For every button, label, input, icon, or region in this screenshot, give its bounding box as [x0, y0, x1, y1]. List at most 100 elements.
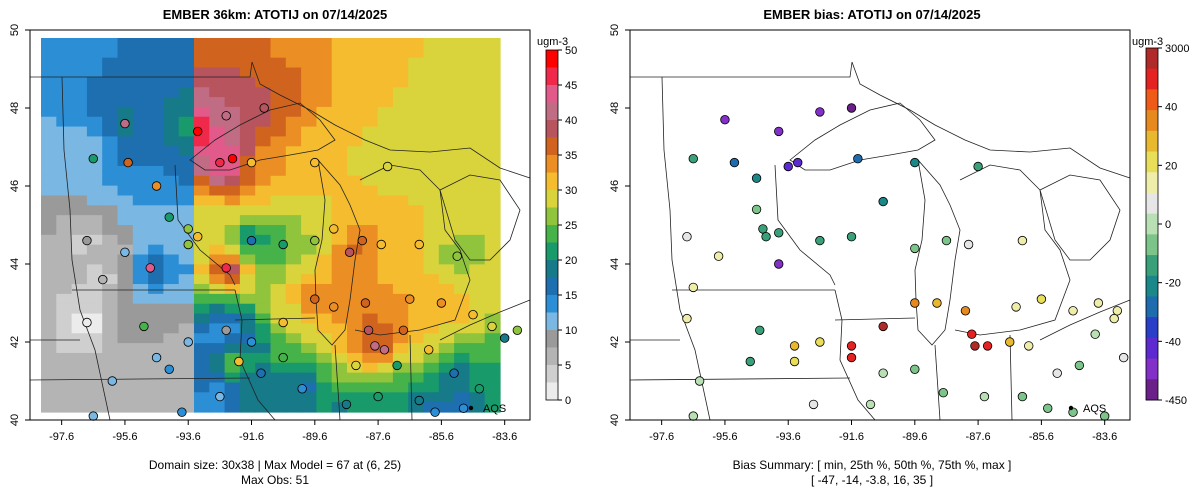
grid-cell: [469, 165, 486, 177]
grid-cell: [71, 77, 88, 88]
site-marker: [793, 157, 803, 168]
site-marker: [151, 181, 162, 191]
colorbar-tick-label: 0: [565, 395, 571, 407]
grid-cell: [285, 185, 302, 197]
grid-cell: [270, 215, 287, 226]
grid-cell: [377, 372, 394, 384]
colorbar-tick-label: 50: [565, 45, 577, 57]
grid-cell: [86, 77, 103, 88]
colorbar-swatch: [546, 382, 558, 401]
bias-summary-values: [ -47, -14, -3.8, 16, 35 ]: [811, 473, 933, 487]
grid-cell: [209, 313, 226, 325]
grid-cell: [194, 402, 210, 413]
boundary-line: [314, 158, 361, 346]
grid-cell: [178, 136, 195, 147]
grid-cell: [408, 195, 425, 206]
grid-cell: [331, 116, 348, 128]
grid-cell: [454, 38, 470, 49]
grid-cell: [209, 47, 226, 59]
grid-cell: [331, 284, 348, 295]
site-marker: [1068, 306, 1078, 316]
grid-cell: [224, 284, 241, 295]
grid-cell: [209, 106, 226, 118]
grid-cell: [86, 116, 103, 128]
site-marker: [960, 306, 971, 316]
grid-cell: [163, 47, 180, 59]
grid-cell: [484, 362, 501, 374]
grid-cell: [392, 274, 409, 285]
grid-cell: [148, 225, 164, 236]
colorbar-swatch: [546, 50, 558, 68]
grid-cell: [484, 126, 501, 138]
grid-cell: [117, 57, 134, 69]
grid-cell: [224, 126, 241, 138]
grid-cell: [484, 303, 501, 315]
grid-cell: [41, 392, 57, 403]
grid-cell: [117, 126, 134, 138]
model-map-title: EMBER 36km: ATOTIJ on 07/14/2025: [163, 7, 387, 22]
grid-cell: [41, 234, 57, 246]
grid-cell: [117, 274, 134, 285]
grid-cell: [331, 362, 348, 374]
grid-cell: [224, 146, 241, 157]
grid-cell: [163, 264, 180, 275]
site-marker: [120, 247, 130, 258]
grid-cell: [423, 362, 440, 374]
grid-cell: [71, 116, 88, 128]
grid-cell: [270, 293, 287, 305]
grid-cell: [194, 225, 210, 236]
grid-cell: [102, 274, 119, 285]
grid-cell: [316, 372, 333, 384]
colorbar-unit: ugm-3: [1132, 36, 1163, 48]
grid-cell: [392, 67, 409, 78]
grid-cell: [438, 303, 455, 315]
grid-cell: [423, 47, 440, 59]
grid-cell: [423, 352, 440, 364]
site-marker: [297, 384, 307, 394]
colorbar-swatch: [1146, 130, 1158, 153]
grid-cell: [163, 126, 180, 138]
grid-cell: [71, 146, 88, 157]
grid-cell: [392, 215, 409, 226]
site-marker: [755, 325, 765, 336]
boundary-line: [789, 102, 936, 171]
grid-cell: [255, 126, 272, 138]
grid-cell: [239, 382, 256, 393]
site-marker: [164, 212, 174, 222]
grid-cell: [224, 323, 241, 334]
grid-cell: [484, 156, 501, 167]
grid-cell: [408, 165, 425, 177]
grid-cell: [377, 284, 394, 295]
grid-cell: [438, 116, 455, 128]
grid-cell: [377, 77, 394, 88]
grid-cell: [316, 254, 333, 265]
grid-cell: [178, 205, 195, 216]
grid-cell: [71, 175, 88, 187]
colorbar-swatch: [546, 102, 558, 121]
grid-cell: [423, 106, 440, 118]
grid-cell: [423, 67, 440, 78]
boundary-line: [439, 174, 521, 261]
site-marker: [452, 251, 462, 261]
grid-cell: [484, 185, 501, 197]
grid-cell: [178, 106, 195, 118]
grid-cell: [132, 106, 149, 118]
grid-cell: [224, 264, 241, 275]
grid-cell: [148, 234, 164, 246]
grid-cell: [362, 274, 379, 285]
grid-cell: [239, 126, 256, 138]
grid-cell: [102, 67, 119, 78]
grid-cell: [408, 372, 425, 384]
grid-cell: [316, 165, 333, 177]
grid-cell: [285, 215, 302, 226]
grid-cell: [239, 205, 256, 216]
grid-cell: [438, 47, 455, 59]
grid-cell: [316, 116, 333, 128]
max-obs-caption: Max Obs: 51: [241, 473, 309, 487]
bias-sites: [682, 103, 1129, 421]
grid-cell: [86, 333, 103, 344]
grid-cell: [347, 333, 363, 344]
grid-cell: [331, 126, 348, 138]
grid-cell: [484, 254, 501, 265]
grid-cell: [392, 225, 409, 236]
